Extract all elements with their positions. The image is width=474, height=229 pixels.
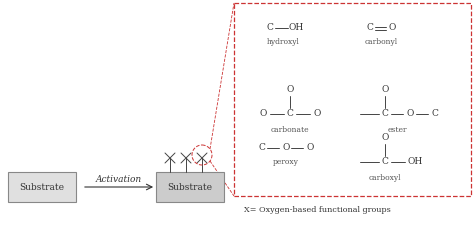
- Text: O: O: [306, 144, 314, 153]
- Bar: [8, 172, 76, 202]
- Text: carbonate: carbonate: [271, 126, 310, 134]
- Bar: [234, 3, 471, 196]
- Text: C: C: [431, 109, 438, 118]
- Text: O: O: [259, 109, 267, 118]
- Text: Activation: Activation: [96, 174, 142, 183]
- Text: hydroxyl: hydroxyl: [266, 38, 300, 46]
- Text: O: O: [406, 109, 414, 118]
- Text: O: O: [313, 109, 321, 118]
- Bar: [156, 172, 224, 202]
- Text: O: O: [381, 134, 389, 142]
- Text: C: C: [382, 109, 388, 118]
- Text: O: O: [286, 85, 294, 95]
- Text: O: O: [388, 24, 396, 33]
- Text: C: C: [258, 144, 265, 153]
- Text: Substrate: Substrate: [19, 183, 64, 191]
- Text: Substrate: Substrate: [167, 183, 212, 191]
- Text: O: O: [381, 85, 389, 95]
- Text: C: C: [266, 24, 273, 33]
- Text: carbonyl: carbonyl: [365, 38, 398, 46]
- Text: C: C: [366, 24, 374, 33]
- Text: OH: OH: [288, 24, 304, 33]
- Text: X= Oxygen-based functional groups: X= Oxygen-based functional groups: [244, 206, 391, 214]
- Text: carboxyl: carboxyl: [369, 174, 401, 182]
- Text: C: C: [382, 158, 388, 166]
- Text: ester: ester: [387, 126, 407, 134]
- Text: O: O: [283, 144, 290, 153]
- Text: OH: OH: [407, 158, 423, 166]
- Text: peroxy: peroxy: [273, 158, 299, 166]
- Text: C: C: [287, 109, 293, 118]
